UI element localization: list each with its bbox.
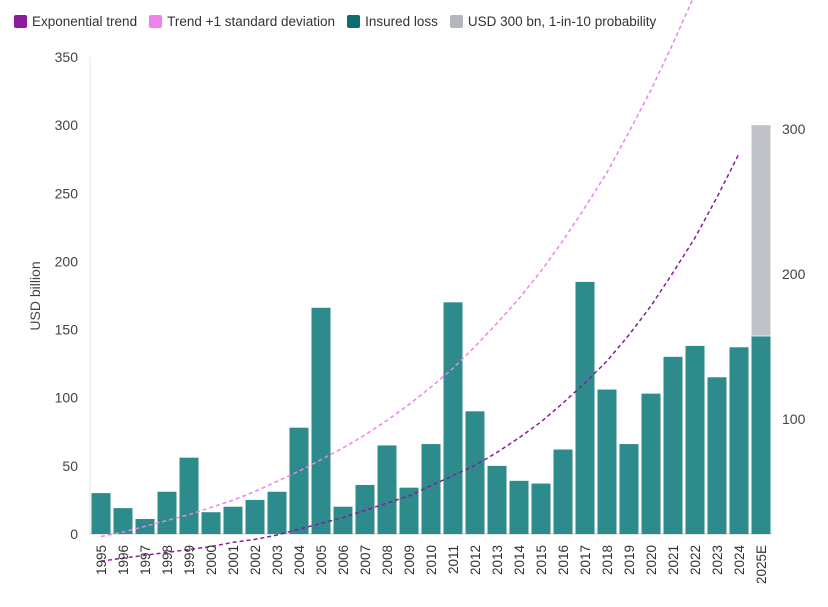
insured-loss-bar-2025E[interactable] [751,336,771,534]
insured-loss-bar-1998[interactable] [157,491,177,534]
y-axis-label: USD billion [27,261,43,330]
x-tick-label-2015: 2015 [534,545,549,575]
legend-swatch-trend-plus-sd [149,15,163,28]
insured-loss-bar-2020[interactable] [641,393,661,534]
x-tick-label-2008: 2008 [380,545,395,575]
x-tick-label-2014: 2014 [512,545,527,576]
x-tick-label-2000: 2000 [204,545,219,575]
x-tick-label-2018: 2018 [600,545,615,575]
x-tick-label-2005: 2005 [314,545,329,575]
insured-loss-bar-2024[interactable] [729,347,749,534]
x-tick-label-2003: 2003 [270,545,285,575]
x-tick-label-2016: 2016 [556,545,571,575]
legend-label-insured-loss: Insured loss [365,14,438,29]
x-tick-label-2009: 2009 [402,545,417,575]
y-tick-label-100: 100 [55,390,79,406]
x-tick-label-2007: 2007 [358,545,373,575]
insured-loss-bar-1999[interactable] [179,457,199,534]
insured-loss-bar-2001[interactable] [223,506,243,534]
y-tick-label-0: 0 [70,526,78,542]
insured-loss-bar-2002[interactable] [245,499,265,534]
legend-label-exponential-trend: Exponential trend [32,14,138,29]
insured-loss-bar-2022[interactable] [685,345,705,534]
axis-layer: 0 50 100 150 200 250 300 350 100 200 300 1995 1996 19… [55,49,806,584]
x-tick-label-1996: 1996 [116,545,131,575]
legend-swatch-insured-loss [347,15,361,28]
insured-loss-bar-2016[interactable] [553,449,573,534]
insured-loss-bar-2000[interactable] [201,512,221,534]
insured-loss-bar-2006[interactable] [333,506,353,534]
x-tick-label-2001: 2001 [226,545,241,575]
x-tick-label-2017: 2017 [578,545,593,575]
insured-loss-bar-1996[interactable] [113,508,133,534]
x-tick-label-1997: 1997 [138,545,153,575]
x-tick-label-2013: 2013 [490,545,505,575]
y-tick-label-200: 200 [55,253,79,269]
legend-item-exponential-trend[interactable]: Exponential trend [14,14,137,29]
legend-item-trend-plus-sd[interactable]: Trend +1 standard deviation [149,14,335,29]
insured-loss-bar-2009[interactable] [399,487,419,534]
insured-loss-bar-2007[interactable] [355,484,375,534]
chart-legend: Exponential trend Trend +1 standard devi… [14,14,656,29]
x-tick-label-2012: 2012 [468,545,483,575]
insured-loss-bar-2008[interactable] [377,445,397,534]
legend-item-insured-loss[interactable]: Insured loss [347,14,438,29]
probability-bar-2025E[interactable] [751,125,771,337]
insured-loss-bar-2021[interactable] [663,356,683,534]
trend-plus-sd-line [100,0,694,538]
legend-swatch-exponential-trend [14,15,27,28]
insured-loss-bar-2010[interactable] [421,444,441,534]
insured-loss-bar-1995[interactable] [91,493,111,534]
x-tick-label-2010: 2010 [424,545,439,575]
insured-loss-bar-2018[interactable] [597,389,617,534]
y2-tick-label-100: 100 [782,411,806,427]
insured-loss-bar-2003[interactable] [267,491,287,534]
insured-loss-bar-2013[interactable] [487,465,507,534]
x-tick-label-2021: 2021 [666,545,681,575]
exponential-trend-line [100,153,740,562]
y-tick-label-150: 150 [55,322,79,338]
x-tick-label-1998: 1998 [160,545,175,575]
x-tick-label-2002: 2002 [248,545,263,575]
x-tick-label-2020: 2020 [644,545,659,575]
insured-loss-bar-2012[interactable] [465,411,485,534]
insured-loss-bar-2014[interactable] [509,480,529,534]
insured-loss-bar-2005[interactable] [311,307,331,534]
x-tick-label-2006: 2006 [336,545,351,575]
x-tick-label-2011: 2011 [446,545,461,574]
x-tick-label-2004: 2004 [292,545,307,576]
insured-loss-bar-2023[interactable] [707,377,727,534]
legend-label-probability: USD 300 bn, 1-in-10 probability [467,14,657,29]
lines-layer [100,0,740,562]
x-tick-label-2022: 2022 [688,545,703,575]
legend-swatch-probability [449,15,463,28]
x-tick-label-2025E: 2025E [754,545,769,584]
y-tick-label-250: 250 [55,185,79,201]
bars-layer [91,125,771,534]
insured-loss-bar-2011[interactable] [443,302,463,534]
x-tick-label-1995: 1995 [94,545,109,575]
legend-label-trend-plus-sd: Trend +1 standard deviation [167,14,336,29]
insured-loss-bar-2015[interactable] [531,483,551,534]
y-tick-label-50: 50 [62,458,78,474]
y-tick-label-350: 350 [55,49,79,65]
legend-item-probability[interactable]: USD 300 bn, 1-in-10 probability [449,14,657,29]
x-tick-label-2019: 2019 [622,545,637,575]
insured-loss-bar-2017[interactable] [575,281,595,534]
insured-loss-bar-2004[interactable] [289,427,309,534]
x-tick-label-2023: 2023 [710,545,725,575]
y2-tick-label-300: 300 [782,121,806,137]
insured-loss-bar-2019[interactable] [619,444,639,534]
x-tick-label-1999: 1999 [182,545,197,575]
y-tick-label-300: 300 [55,117,79,133]
x-tick-label-2024: 2024 [732,545,747,576]
y2-tick-label-200: 200 [782,266,806,282]
